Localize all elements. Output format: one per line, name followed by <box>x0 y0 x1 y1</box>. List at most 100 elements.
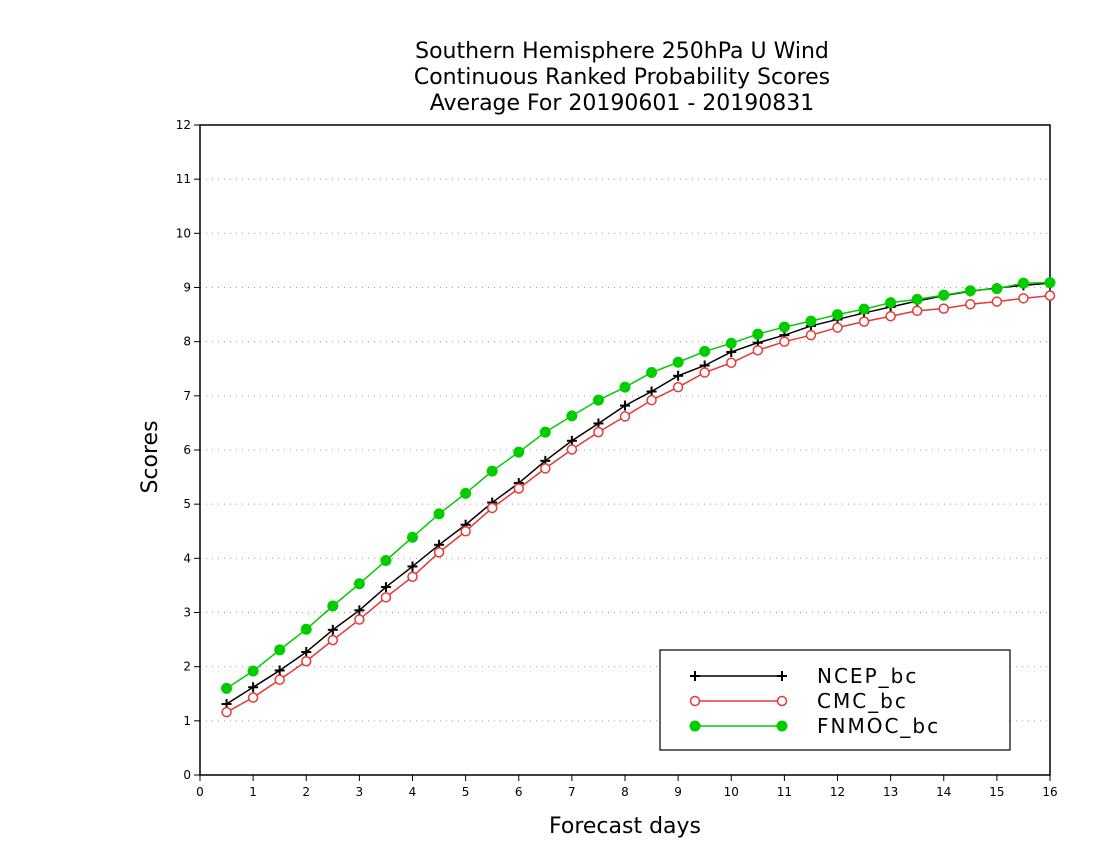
data-point <box>513 483 524 494</box>
x-tick-label: 6 <box>515 785 523 799</box>
data-point <box>221 706 232 718</box>
data-point <box>619 411 631 422</box>
data-point <box>938 289 950 301</box>
x-tick-label: 8 <box>621 785 629 799</box>
y-tick-label: 7 <box>183 389 191 403</box>
legend-item: FNMOC_bc <box>689 714 938 738</box>
data-point <box>486 502 498 514</box>
data-point <box>566 435 577 446</box>
data-point <box>566 410 578 422</box>
x-tick-label: 4 <box>409 785 417 799</box>
data-point <box>965 299 976 310</box>
data-point <box>699 367 710 378</box>
data-point <box>327 624 338 635</box>
data-point <box>380 582 391 593</box>
data-point <box>832 309 843 321</box>
data-point <box>248 682 259 693</box>
data-point <box>1018 293 1029 304</box>
y-tick-label: 8 <box>183 335 191 349</box>
data-point <box>673 370 684 381</box>
data-point <box>354 614 365 625</box>
data-point <box>805 329 817 341</box>
x-tick-label: 2 <box>302 785 310 799</box>
legend-label: NCEP_bc <box>817 664 918 688</box>
data-point <box>540 463 551 474</box>
data-point <box>885 310 896 322</box>
y-tick-label: 2 <box>183 660 191 674</box>
data-point <box>486 465 498 477</box>
data-point <box>566 444 578 455</box>
data-point <box>221 682 233 694</box>
y-tick-label: 5 <box>183 497 191 511</box>
data-point <box>689 720 701 732</box>
data-point <box>991 283 1003 295</box>
y-tick-label: 4 <box>183 551 191 565</box>
data-point <box>1017 277 1029 289</box>
data-point <box>805 315 817 327</box>
data-point <box>690 671 700 681</box>
legend-item: NCEP_bc <box>690 664 918 688</box>
data-point <box>619 381 631 393</box>
y-tick-label: 0 <box>183 768 191 782</box>
data-point <box>885 297 897 309</box>
data-point <box>433 508 445 520</box>
data-point <box>460 526 471 537</box>
data-point <box>407 561 418 572</box>
series-line <box>226 282 1051 705</box>
data-point <box>672 356 684 368</box>
data-point <box>247 665 259 677</box>
chart-title-line: Southern Hemisphere 250hPa U Wind <box>415 39 829 64</box>
data-point <box>725 337 737 349</box>
series-ncep-bc <box>221 278 1055 710</box>
y-tick-label: 1 <box>183 714 191 728</box>
data-point <box>991 296 1003 307</box>
data-point <box>407 571 418 582</box>
x-tick-label: 11 <box>777 785 792 799</box>
x-tick-label: 12 <box>830 785 845 799</box>
y-axis-label: Scores <box>138 420 163 493</box>
data-point <box>672 381 684 393</box>
series-fnmoc-bc <box>221 277 1056 694</box>
data-point <box>646 367 658 379</box>
x-tick-label: 9 <box>674 785 682 799</box>
series-cmc-bc <box>221 290 1056 718</box>
data-point <box>407 531 418 543</box>
data-point <box>689 695 701 707</box>
data-point <box>858 303 870 315</box>
x-tick-label: 16 <box>1042 785 1057 799</box>
data-point <box>274 644 286 656</box>
data-point <box>778 321 790 333</box>
x-tick-label: 7 <box>568 785 576 799</box>
x-tick-label: 0 <box>196 785 204 799</box>
x-axis-label: Forecast days <box>549 814 701 839</box>
data-point <box>592 394 604 406</box>
legend-item: CMC_bc <box>689 689 908 713</box>
chart-title-line: Average For 20190601 - 20190831 <box>430 91 815 116</box>
data-point <box>1044 277 1056 289</box>
data-point <box>380 555 392 566</box>
x-tick-label: 3 <box>356 785 364 799</box>
x-tick-label: 13 <box>883 785 898 799</box>
data-point <box>301 656 312 667</box>
data-point <box>726 357 737 369</box>
y-tick-label: 3 <box>183 606 191 620</box>
data-point <box>460 487 472 499</box>
legend-label: CMC_bc <box>817 689 908 713</box>
data-point <box>911 305 923 317</box>
data-point <box>274 674 285 685</box>
data-point <box>1044 290 1056 301</box>
data-point <box>620 400 630 411</box>
data-point <box>327 600 339 612</box>
data-point <box>646 394 657 406</box>
x-tick-label: 15 <box>989 785 1004 799</box>
data-point <box>964 285 976 297</box>
data-point <box>776 695 788 707</box>
data-point <box>513 446 525 458</box>
y-tick-label: 6 <box>183 443 191 457</box>
data-point <box>752 328 764 340</box>
data-point <box>777 671 787 681</box>
data-point <box>938 303 949 314</box>
x-tick-label: 5 <box>462 785 470 799</box>
